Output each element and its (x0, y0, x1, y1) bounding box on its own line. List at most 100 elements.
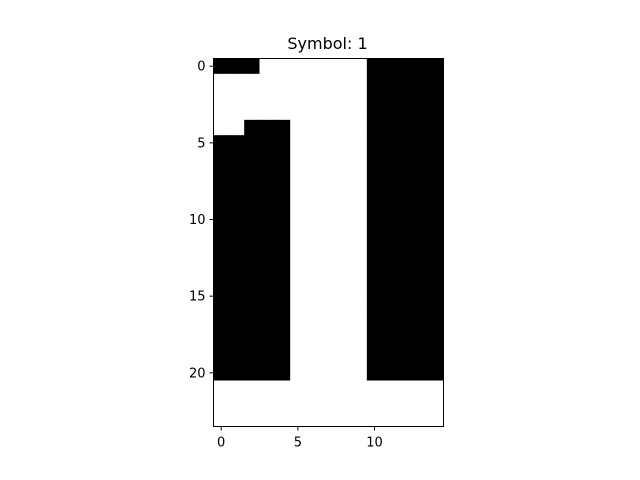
heatmap-cell (213, 227, 230, 243)
heatmap-cell (244, 135, 260, 151)
heatmap-cell (366, 135, 383, 151)
heatmap-cell (336, 196, 352, 213)
heatmap-cell (290, 227, 306, 243)
heatmap-cell (274, 104, 291, 121)
heatmap-cell (336, 257, 352, 274)
heatmap-cell (305, 288, 322, 305)
heatmap-cell (366, 303, 383, 320)
heatmap-cell (336, 319, 352, 335)
heatmap-cell (320, 104, 337, 121)
heatmap-cell (213, 73, 230, 90)
heatmap-cell (259, 334, 276, 351)
heatmap-cell (228, 150, 245, 167)
heatmap-cell (336, 365, 352, 381)
heatmap-cell (259, 273, 276, 289)
heatmap-cell (244, 334, 260, 351)
heatmap-cell (397, 58, 414, 75)
heatmap-cell (366, 196, 383, 213)
heatmap-cell (320, 303, 337, 320)
heatmap-cell (336, 58, 352, 75)
heatmap-cell (274, 227, 291, 243)
heatmap-cell (336, 303, 352, 320)
heatmap-cell (397, 181, 414, 197)
heatmap-cell (274, 334, 291, 351)
heatmap-cell (336, 349, 352, 366)
heatmap-cell (213, 257, 230, 274)
heatmap-cell (351, 196, 368, 213)
heatmap-cell (228, 165, 245, 182)
heatmap-cell (351, 89, 368, 105)
heatmap-cell (412, 211, 429, 228)
heatmap-cell (213, 150, 230, 167)
heatmap-cell (382, 181, 398, 197)
heatmap-cell (397, 196, 414, 213)
heatmap-cell (259, 165, 276, 182)
heatmap-cell (428, 380, 444, 397)
heatmap-cell (366, 104, 383, 121)
heatmap-cell (305, 380, 322, 397)
heatmap-cell (290, 288, 306, 305)
heatmap-cell (228, 89, 245, 105)
heatmap-cell (366, 349, 383, 366)
heatmap-cell (244, 288, 260, 305)
heatmap-cell (305, 150, 322, 167)
heatmap-cell (228, 319, 245, 335)
axis-ticks: 0 5 10 0 5 10 15 20 (189, 60, 383, 451)
heatmap-cell (228, 411, 245, 427)
heatmap-cell (305, 395, 322, 412)
heatmap-cell (290, 395, 306, 412)
heatmap-cell (244, 104, 260, 121)
heatmap-cell (397, 395, 414, 412)
heatmap-cell (382, 257, 398, 274)
heatmap-cell (290, 104, 306, 121)
heatmap-cell (366, 73, 383, 90)
heatmap-cell (336, 73, 352, 90)
heatmap-cell (259, 395, 276, 412)
heatmap-cell (428, 303, 444, 320)
heatmap-cell (259, 288, 276, 305)
heatmap-cell (274, 165, 291, 182)
heatmap-cell (213, 242, 230, 259)
heatmap-cell (428, 58, 444, 75)
heatmap-cell (290, 242, 306, 259)
heatmap-cell (412, 303, 429, 320)
heatmap-cell (428, 119, 444, 136)
heatmap-cell (428, 104, 444, 121)
heatmap-cell (305, 257, 322, 274)
heatmap-cell (228, 135, 245, 151)
heatmap-cell (382, 211, 398, 228)
heatmap-cell (428, 273, 444, 289)
heatmap-cell (366, 165, 383, 182)
heatmap-cell (213, 196, 230, 213)
heatmap-cell (244, 211, 260, 228)
heatmap-cell (305, 58, 322, 75)
heatmap-cell (259, 135, 276, 151)
heatmap-cell (320, 181, 337, 197)
heatmap-cell (244, 273, 260, 289)
heatmap-cell (351, 395, 368, 412)
heatmap-cell (336, 395, 352, 412)
heatmap-cell (259, 196, 276, 213)
heatmap-cell (428, 227, 444, 243)
heatmap-cell (428, 211, 444, 228)
heatmap-cell (274, 303, 291, 320)
heatmap-cell (320, 395, 337, 412)
heatmap-cell (320, 227, 337, 243)
heatmap-cell (244, 319, 260, 335)
heatmap-cell (351, 104, 368, 121)
heatmap-cell (351, 150, 368, 167)
x-tick-label: 0 (217, 436, 225, 451)
heatmap-cell (274, 196, 291, 213)
heatmap-cell (397, 89, 414, 105)
heatmap-cell (274, 73, 291, 90)
heatmap-cell (382, 89, 398, 105)
heatmap-cell (412, 104, 429, 121)
heatmap-cell (274, 395, 291, 412)
heatmap-cell (336, 242, 352, 259)
heatmap-cell (305, 303, 322, 320)
heatmap-cell (290, 257, 306, 274)
heatmap-cell (366, 119, 383, 136)
y-tick-label: 10 (189, 213, 206, 228)
heatmap-cell (213, 303, 230, 320)
heatmap-cell (412, 242, 429, 259)
